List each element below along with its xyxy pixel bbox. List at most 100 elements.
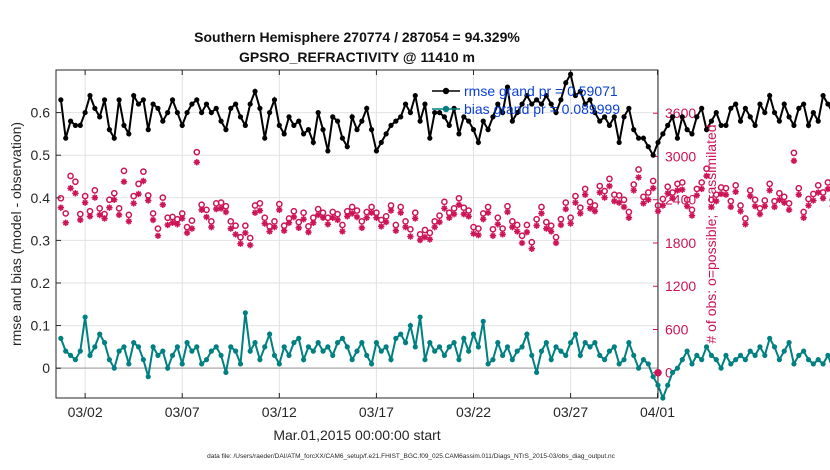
bias-point <box>242 310 248 316</box>
bias-point <box>101 340 108 346</box>
possible-obs-marker <box>455 194 463 202</box>
assimilated-obs-marker <box>601 194 608 201</box>
bias-point <box>432 348 438 354</box>
bias-point <box>82 314 88 320</box>
assimilated-obs-marker <box>179 215 186 222</box>
rmse-point <box>271 97 278 103</box>
possible-obs-marker <box>659 195 667 203</box>
rmse-point <box>524 92 530 99</box>
assimilated-obs-marker <box>208 223 215 231</box>
rmse-point <box>320 127 326 133</box>
rmse-point <box>121 122 127 128</box>
bias-point <box>407 322 414 329</box>
rmse-point <box>276 122 282 128</box>
assimilated-obs-marker <box>159 201 167 208</box>
bias-point <box>305 344 312 350</box>
bias-point <box>72 357 79 363</box>
assimilated-obs-marker <box>193 159 200 166</box>
possible-obs-marker <box>339 221 346 229</box>
rmse-point <box>805 122 812 128</box>
possible-obs-marker <box>776 189 783 197</box>
rmse-point <box>388 122 394 128</box>
rmse-point <box>300 131 307 137</box>
assimilated-obs-marker <box>747 192 754 200</box>
rmse-point <box>291 122 297 128</box>
bias-point <box>810 361 816 367</box>
assimilated-obs-marker <box>596 189 603 196</box>
rmse-point <box>407 109 414 116</box>
assimilated-obs-marker <box>353 213 361 221</box>
assimilated-obs-marker <box>57 204 65 211</box>
bias-point <box>543 340 549 346</box>
possible-obs-marker <box>348 203 356 211</box>
bias-point <box>441 352 447 359</box>
possible-obs-marker <box>193 148 201 156</box>
assimilated-obs-marker <box>470 230 477 237</box>
assimilated-obs-marker <box>213 205 220 213</box>
bias-point <box>587 344 593 350</box>
bias-point <box>767 335 773 341</box>
legend-rmse-label: rmse grand pr = 0.59071 <box>464 83 618 99</box>
assimilated-obs-marker <box>446 214 453 221</box>
assimilated-obs-marker <box>426 236 434 243</box>
rmse-point <box>383 131 389 137</box>
possible-obs-marker <box>678 179 686 186</box>
rmse-point <box>529 101 535 107</box>
rmse-point <box>189 101 195 107</box>
assimilated-obs-marker <box>402 223 409 231</box>
assimilated-obs-marker <box>514 228 521 235</box>
rmse-point <box>169 97 176 103</box>
rmse-point <box>674 135 681 141</box>
rmse-point <box>645 144 651 150</box>
rmse-point <box>626 105 632 111</box>
bias-point <box>378 348 384 354</box>
bias-point <box>116 348 122 354</box>
assimilated-obs-marker <box>645 196 652 203</box>
y-left-tick-label: 0.2 <box>31 275 51 291</box>
bias-point <box>490 357 496 363</box>
rmse-point <box>504 84 511 90</box>
x-tick-label: 03/12 <box>262 404 297 420</box>
bias-point <box>655 382 661 388</box>
possible-obs-marker <box>125 211 133 219</box>
bias-point <box>461 335 467 341</box>
bias-point <box>368 361 375 367</box>
y-left-tick-label: 0.5 <box>31 147 51 163</box>
assimilated-obs-marker <box>72 190 79 197</box>
rmse-point <box>334 118 341 124</box>
rmse-point <box>165 109 171 116</box>
bias-point <box>660 395 666 401</box>
assimilated-series <box>57 157 830 252</box>
assimilated-obs-marker <box>674 187 681 194</box>
bias-point <box>257 357 263 363</box>
rmse-point <box>587 97 593 103</box>
assimilated-obs-marker <box>586 205 594 212</box>
possible-obs-marker <box>246 234 254 242</box>
rmse-point <box>131 92 137 99</box>
possible-obs-marker <box>159 194 167 201</box>
assimilated-obs-marker <box>382 218 390 226</box>
rmse-point <box>582 101 588 107</box>
rmse-point <box>344 144 350 150</box>
rmse-point <box>339 135 346 141</box>
bias-point <box>694 352 700 359</box>
bias-point <box>223 369 229 376</box>
bias-point <box>281 344 287 350</box>
bias-point <box>470 331 477 337</box>
bias-point <box>621 357 627 363</box>
rmse-point <box>82 109 88 116</box>
rmse-point <box>708 118 715 124</box>
possible-obs-marker <box>542 218 550 226</box>
assimilated-obs-marker <box>217 205 225 212</box>
assimilated-obs-marker <box>431 223 438 231</box>
assimilated-obs-marker <box>819 195 827 202</box>
legend-rmse-marker <box>442 87 450 95</box>
bias-point <box>500 352 506 359</box>
assimilated-obs-marker <box>717 190 725 198</box>
possible-obs-marker <box>188 217 196 224</box>
rmse-point <box>699 105 705 111</box>
rmse-point <box>548 101 554 107</box>
assimilated-obs-marker <box>412 215 419 222</box>
assimilated-obs-marker <box>732 188 739 196</box>
bias-point <box>815 357 821 363</box>
